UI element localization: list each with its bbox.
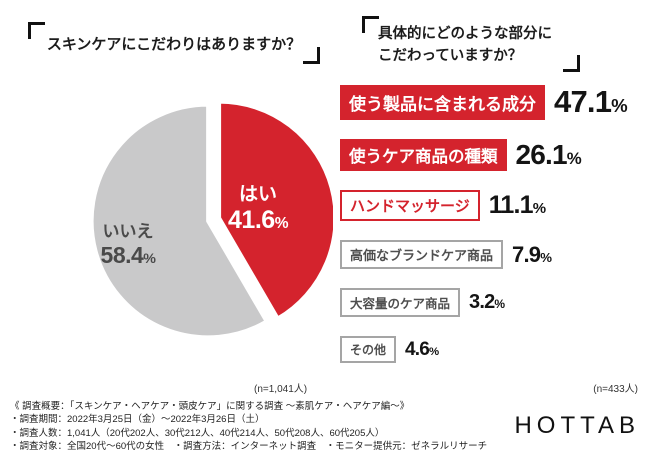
pie-question-title: スキンケアにこだわりはありますか？ [28,22,320,64]
ranking-label-6: その他 [340,336,397,363]
pie-no-unit: % [143,250,156,267]
ranking-label-3: ハンドマッサージ [340,190,480,221]
ranking-value-6: 4.6% [405,338,439,361]
ranking-number-1: 47.1 [554,84,612,119]
ranking-label-4: 高価なブランドケア商品 [340,240,504,269]
survey-notes: 《 調査概要：「スキンケア・ヘアケア・頭皮ケア」に関する調査 〜素肌ケア・ヘアケ… [10,400,487,450]
pie-no-number: 58.4 [100,241,144,268]
ranking-value-5: 3.2% [469,291,505,314]
pie-label-no: いいえ 58.4% [79,222,177,268]
ranking-value-3: 11.1% [489,191,546,220]
ranking-unit-1: % [611,95,628,116]
pie-yes-unit: % [274,214,289,232]
ranking-unit-4: % [540,249,552,265]
ranking-number-3: 11.1 [488,191,534,219]
ranking-unit-3: % [532,200,546,217]
pie-label-yes-value: 41.6% [203,206,313,235]
ranking-question-line1: 具体的にどのような部分に [378,26,552,42]
ranking-unit-2: % [566,149,582,168]
ranking-sample-size: (n=433人) [593,384,638,395]
ranking-question-line2: こだわっていますか？ [378,47,523,64]
ranking-number-4: 7.9 [512,241,541,267]
pie-label-no-text: いいえ [102,222,154,241]
pie-slice-yes [217,99,333,321]
pie-label-yes-text: はい [238,184,277,205]
ranking-row-6: その他 4.6% [340,336,642,363]
ranking-list: 使う製品に含まれる成分 47.1% 使うケア商品の種類 26.1% ハンドマッサ… [340,84,642,363]
ranking-row-1: 使う製品に含まれる成分 47.1% [340,84,642,120]
ranking-row-2: 使うケア商品の種類 26.1% [340,139,642,171]
ranking-label-5: 大容量のケア商品 [340,288,461,317]
ranking-value-4: 7.9% [512,241,552,268]
pie-yes-number: 41.6 [228,205,275,234]
ranking-value-2: 26.1% [515,139,582,171]
ranking-number-2: 26.1 [515,139,568,170]
ranking-row-4: 高価なブランドケア商品 7.9% [340,240,642,269]
ranking-unit-5: % [494,297,505,311]
ranking-number-5: 3.2 [469,291,495,313]
hottab-logo: HOTTAB [514,412,640,439]
pie-label-yes: はい 41.6% [203,184,313,235]
ranking-unit-6: % [429,345,439,358]
ranking-question-title: 具体的にどのような部分に こだわっていますか？ [362,16,580,72]
pie-sample-size: (n=1,041人) [254,384,308,395]
survey-note-line-1: 《 調査概要：「スキンケア・ヘアケア・頭皮ケア」に関する調査 〜素肌ケア・ヘアケ… [10,401,410,412]
survey-note-line-4: ・調査対象：全国20代〜60代の女性 ・調査方法：インターネット調査 ・モニター… [10,441,488,450]
ranking-value-1: 47.1% [554,84,628,120]
pie-label-no-value: 58.4% [79,242,177,268]
pie-slice-no [89,102,269,340]
pie-chart: はい 41.6% いいえ 58.4% [83,96,333,346]
ranking-label-2: 使うケア商品の種類 [340,139,507,171]
ranking-row-3: ハンドマッサージ 11.1% [340,190,642,221]
ranking-label-1: 使う製品に含まれる成分 [340,84,545,120]
ranking-number-6: 4.6 [405,338,430,360]
ranking-row-5: 大容量のケア商品 3.2% [340,288,642,317]
pie-svg [89,99,333,340]
pie-question-text: スキンケアにこだわりはありますか？ [46,35,302,53]
survey-note-line-3: ・調査人数：1,041人（20代202人、30代212人、40代214人、50代… [10,427,385,439]
survey-note-line-2: ・調査期間：2022年3月25日（金）〜2022年3月26日（土） [10,414,265,426]
